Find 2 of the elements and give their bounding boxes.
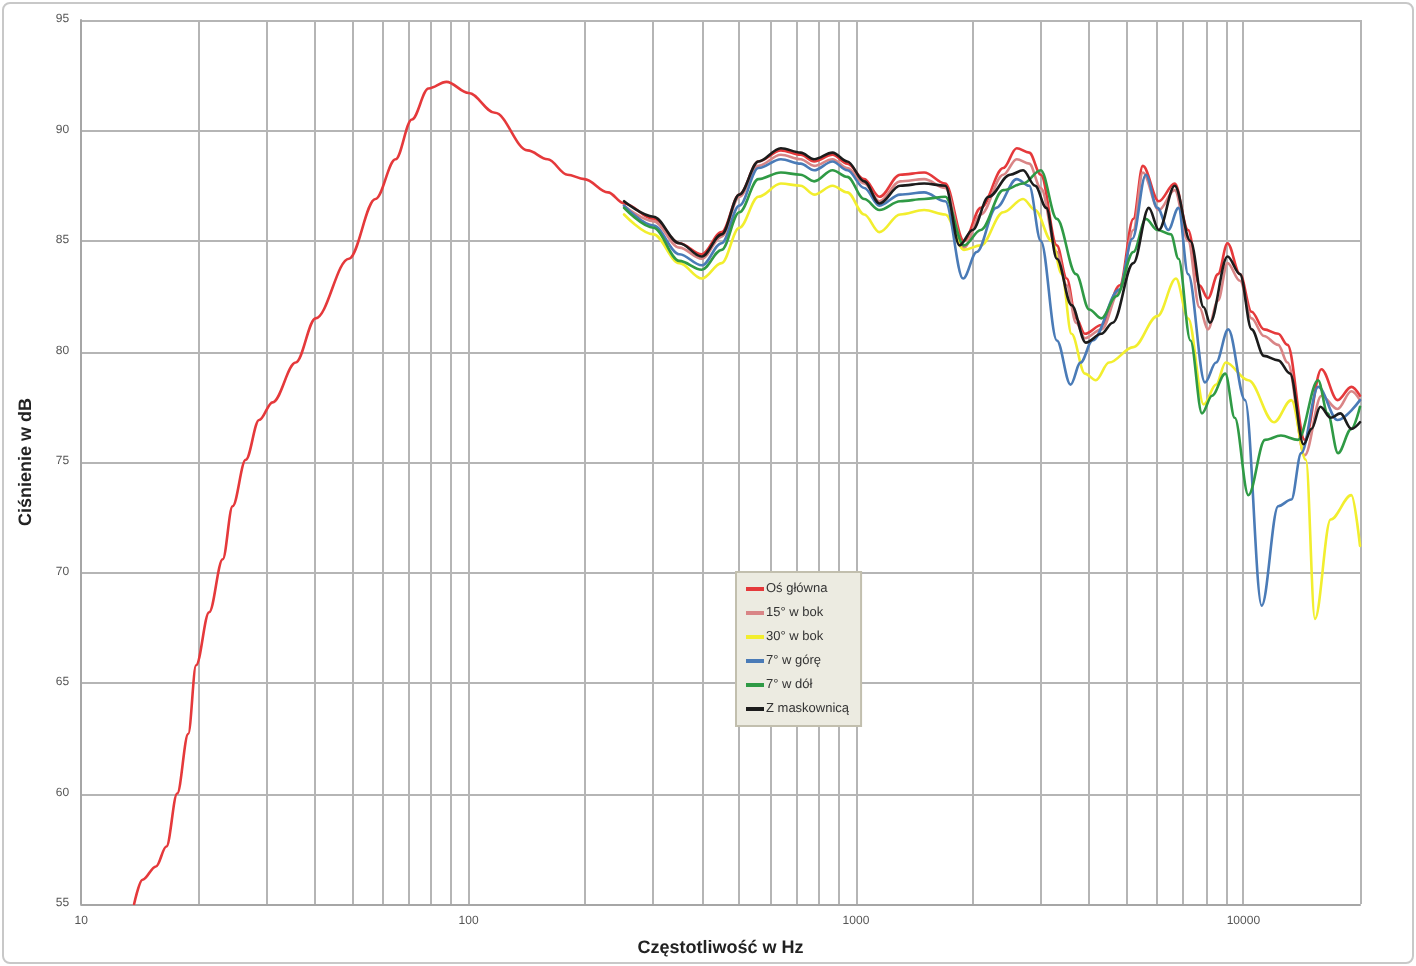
x-axis-title: Częstotliwość w Hz <box>637 937 805 957</box>
y-axis-title: Ciśnienie w dB <box>15 396 35 527</box>
